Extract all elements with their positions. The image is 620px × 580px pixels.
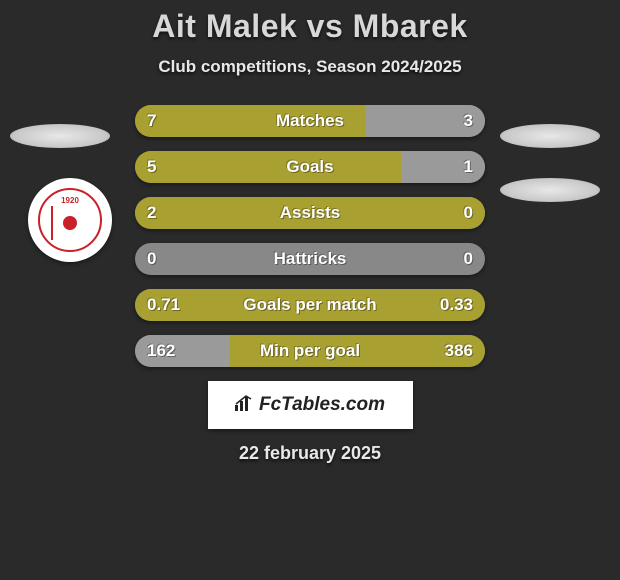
chart-icon (235, 395, 255, 416)
left-value: 2 (147, 203, 156, 223)
logo-suffix: Tables.com (281, 394, 385, 415)
stat-row: 5 1 Goals (135, 151, 485, 183)
right-value: 386 (445, 341, 473, 361)
stat-row: 7 3 Matches (135, 105, 485, 137)
left-value: 162 (147, 341, 175, 361)
right-value: 3 (464, 111, 473, 131)
stat-row: 2 0 Assists (135, 197, 485, 229)
right-value: 0 (464, 203, 473, 223)
right-value: 0 (464, 249, 473, 269)
title: Ait Malek vs Mbarek (0, 8, 620, 45)
left-value: 5 (147, 157, 156, 177)
stat-label: Min per goal (260, 341, 360, 361)
club-flag-icon (53, 210, 87, 236)
left-value: 0 (147, 249, 156, 269)
club-year: 1920 (61, 196, 79, 205)
stat-row: 162 386 Min per goal (135, 335, 485, 367)
stat-label: Goals per match (243, 295, 376, 315)
right-value: 0.33 (440, 295, 473, 315)
subtitle: Club competitions, Season 2024/2025 (0, 57, 620, 77)
left-value: 0.71 (147, 295, 180, 315)
stat-label: Hattricks (274, 249, 347, 269)
site-logo[interactable]: FcTables.com (208, 381, 413, 429)
logo-text: FcTables.com (259, 394, 385, 416)
player-right-avatar-2 (500, 178, 600, 202)
club-logo-inner: 1920 (38, 188, 102, 252)
left-fill (135, 151, 401, 183)
logo-prefix: Fc (259, 394, 281, 415)
player-left-avatar (10, 124, 110, 148)
comparison-card: Ait Malek vs Mbarek Club competitions, S… (0, 0, 620, 464)
stat-label: Matches (276, 111, 344, 131)
stat-label: Goals (286, 157, 333, 177)
date: 22 february 2025 (0, 443, 620, 464)
stat-row: 0 0 Hattricks (135, 243, 485, 275)
stat-label: Assists (280, 203, 340, 223)
left-value: 7 (147, 111, 156, 131)
player-right-avatar (500, 124, 600, 148)
stat-row: 0.71 0.33 Goals per match (135, 289, 485, 321)
club-logo-left: 1920 (28, 178, 112, 262)
right-value: 1 (464, 157, 473, 177)
